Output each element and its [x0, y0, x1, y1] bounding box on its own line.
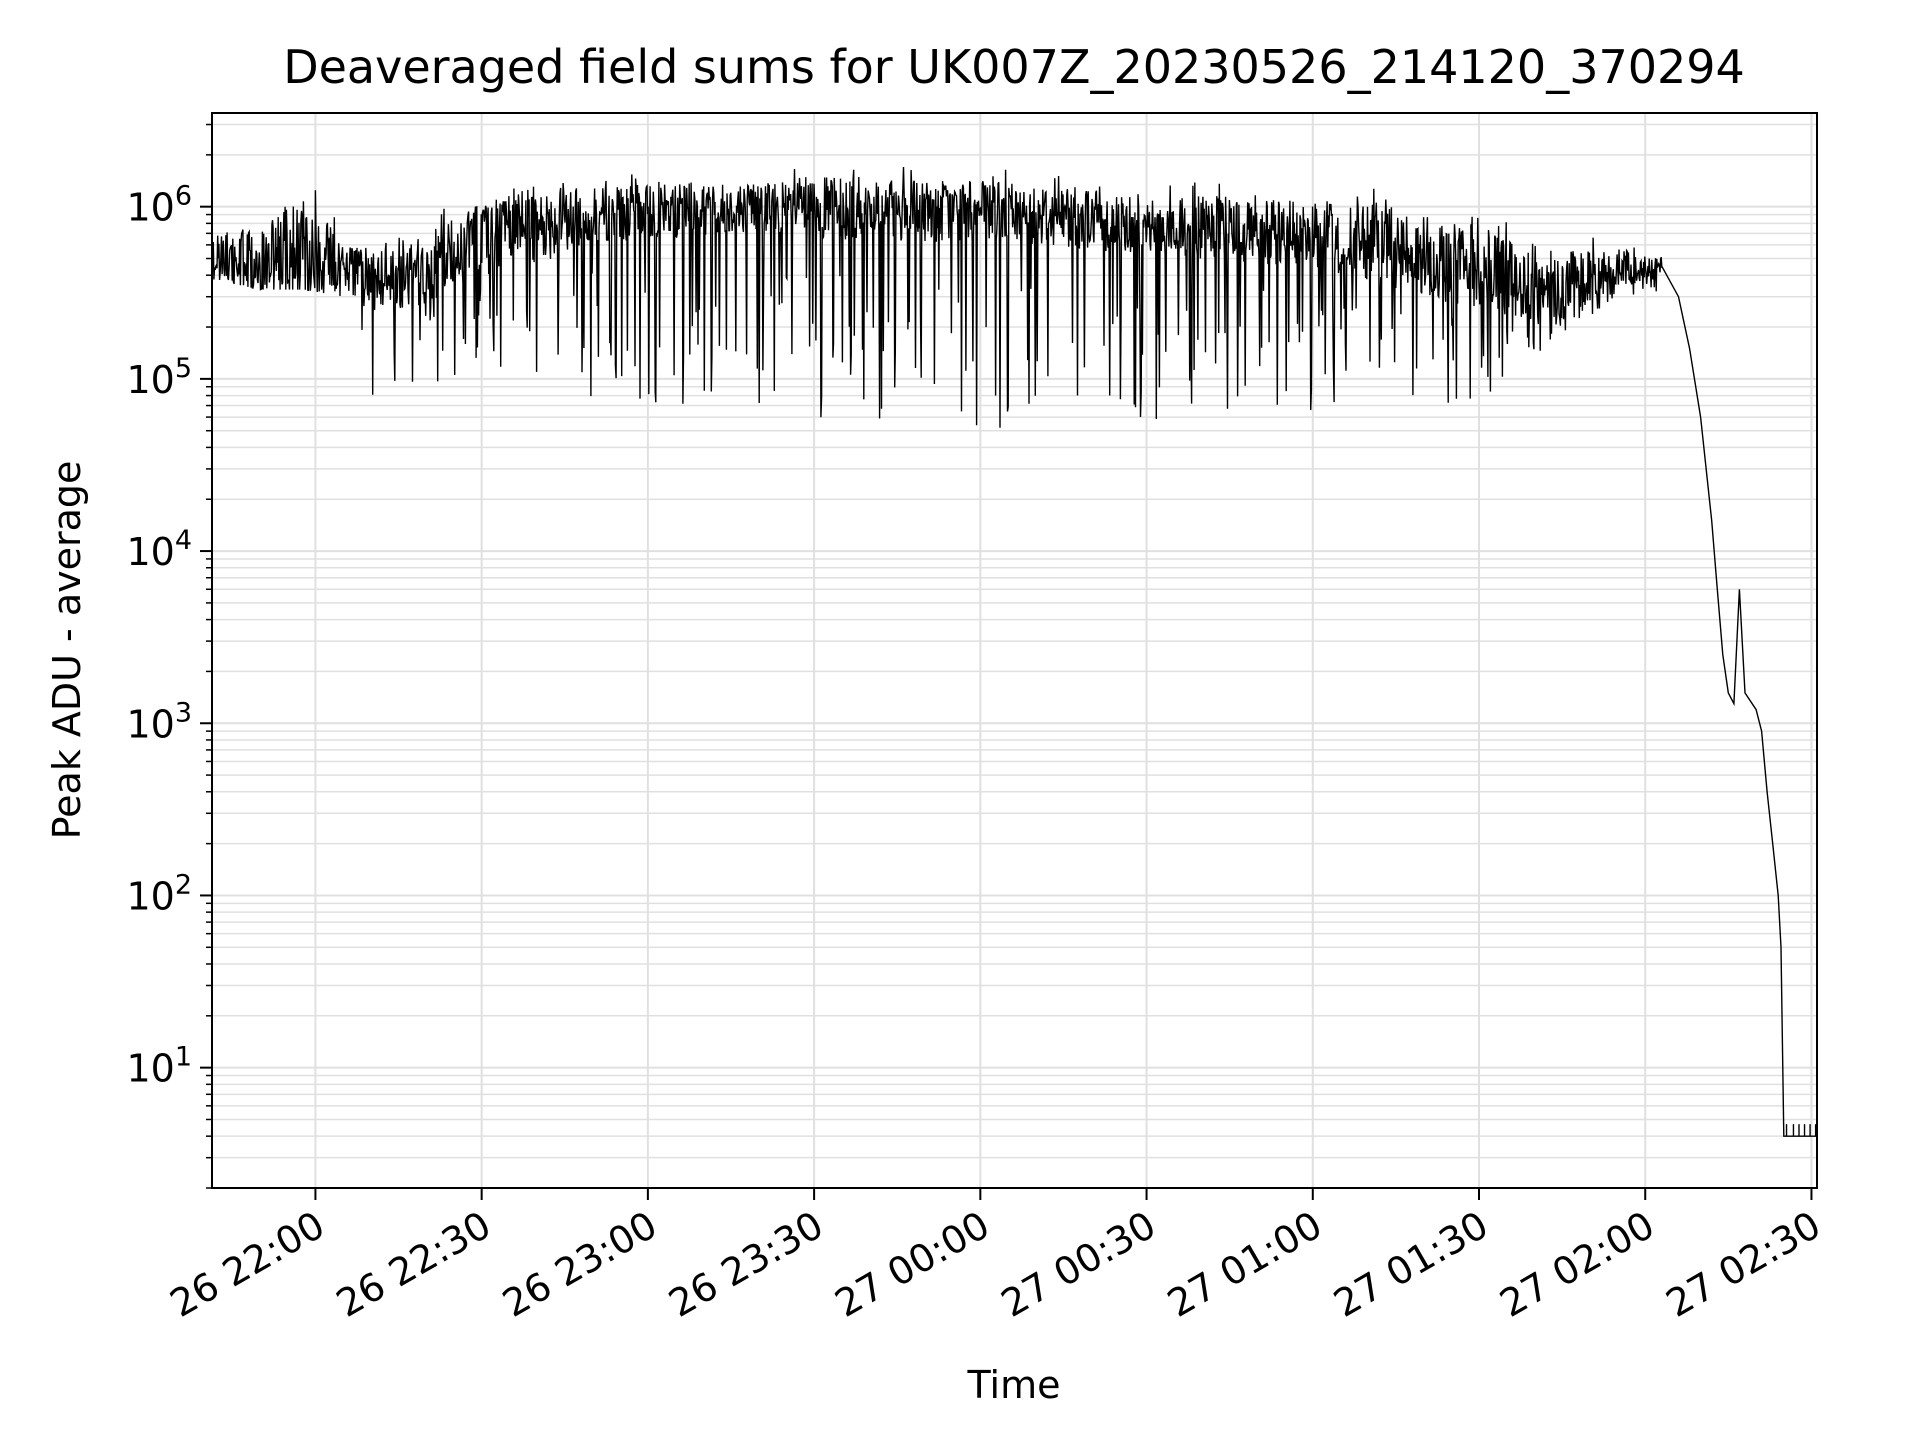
y-tick-label: 106 — [126, 181, 192, 230]
y-tick-label: 101 — [126, 1042, 192, 1091]
y-tick-label: 105 — [126, 353, 192, 402]
series — [211, 166, 1817, 1137]
x-axis-label: Time — [967, 1363, 1061, 1407]
y-tick-label: 102 — [126, 869, 192, 918]
chart-title: Deaveraged field sums for UK007Z_2023052… — [283, 40, 1745, 94]
y-axis: 101 102 103 104 105 106 — [126, 123, 212, 1189]
y-axis-label: Peak ADU - average — [45, 461, 89, 840]
y-tick-label: 104 — [126, 525, 192, 574]
grid — [212, 113, 1817, 1189]
plot-frame — [211, 112, 1818, 1189]
y-tick-label: 103 — [126, 697, 192, 746]
series-line — [211, 166, 1817, 1137]
